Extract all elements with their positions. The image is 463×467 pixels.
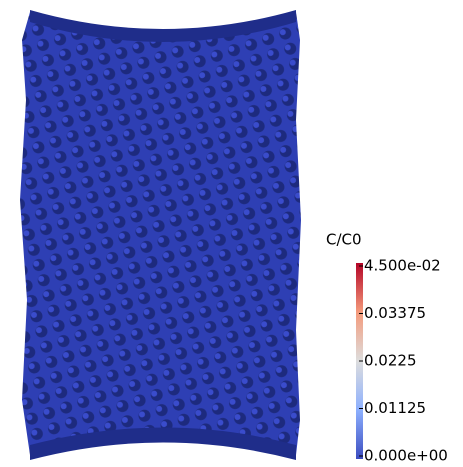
tick-label: 0.01125 <box>364 399 426 417</box>
colorbar-title: C/C0 <box>326 231 362 249</box>
tick-label: 0.03375 <box>364 304 426 322</box>
tick-label: 4.500e-02 <box>364 257 441 275</box>
colorbar-ticks: 4.500e-02 0.03375 0.0225 0.01125 0.000e+00 <box>359 257 448 465</box>
cylinder <box>20 10 301 460</box>
tick-label: 0.000e+00 <box>364 447 448 465</box>
page: {"colorbar": {"title": "C/C0", "lim": [0… <box>0 0 463 467</box>
tick-label: 0.0225 <box>364 352 417 370</box>
render: C/C0 4.500e-02 0.03375 0.0225 0.01125 0.000e… <box>0 0 463 467</box>
